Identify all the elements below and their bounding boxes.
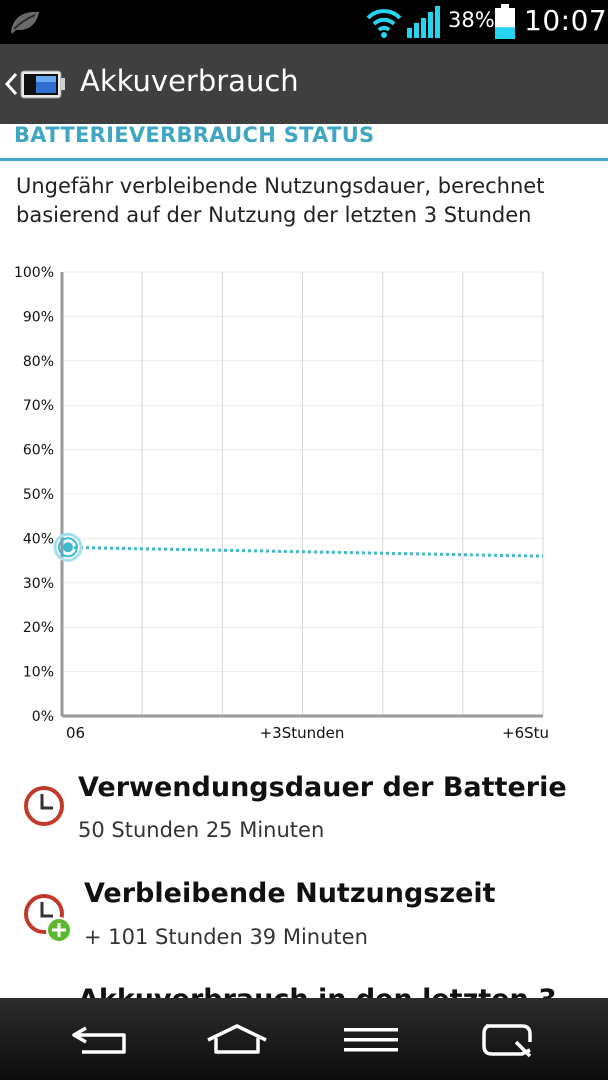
battery-app-icon[interactable] <box>20 64 66 104</box>
back-icon[interactable] <box>66 1020 136 1060</box>
y-tick-label: 20% <box>23 620 54 636</box>
qslide-icon[interactable] <box>472 1020 542 1060</box>
item-title: Verbleibende Nutzungszeit <box>84 878 496 909</box>
item-title: Verwendungsdauer der Batterie <box>78 772 567 803</box>
item-subtitle: 50 Stunden 25 Minuten <box>78 818 325 842</box>
clock-icon <box>24 786 64 826</box>
battery-percent: 38% <box>448 8 495 32</box>
current-point-ring-inner <box>58 537 78 558</box>
clock: 10:07 <box>524 4 608 37</box>
y-tick-label: 40% <box>23 531 54 547</box>
battery-chart: 100% 90% 80% 70% 60% 50% 40% 30% 20% 10% 0% 06 +3Stu… <box>0 258 608 748</box>
x-tick-label: +3Stunden <box>260 724 345 742</box>
leaf-icon <box>11 11 39 34</box>
clock-plus-icon <box>24 894 72 943</box>
x-tick-label: +6Stu <box>502 724 549 742</box>
menu-icon[interactable] <box>336 1020 406 1060</box>
y-tick-label: 10% <box>23 665 54 681</box>
signal-icon <box>407 6 440 38</box>
current-point-ring <box>53 532 83 562</box>
y-tick-label: 70% <box>23 398 54 414</box>
status-bar: 38% 10:07 <box>0 0 608 44</box>
wifi-icon <box>366 9 402 38</box>
list-item-battery-usage-time[interactable]: Verwendungsdauer der Batterie 50 Stunden… <box>0 770 608 870</box>
y-tick-label: 50% <box>23 487 54 503</box>
navigation-bar <box>0 998 608 1080</box>
series-line <box>61 545 544 558</box>
y-tick-label: 100% <box>14 265 54 281</box>
battery-chart-svg: 100% 90% 80% 70% 60% 50% 40% 30% 20% 10% 0% 06 +3Stu… <box>14 265 549 742</box>
section-header-label: BATTERIEVERBRAUCH STATUS <box>14 123 375 147</box>
battery-icon <box>495 4 515 39</box>
x-tick-label: 06 <box>66 724 85 742</box>
y-tick-label: 60% <box>23 443 54 459</box>
back-chevron-icon[interactable] <box>4 72 18 96</box>
y-tick-label: 0% <box>32 709 54 725</box>
y-tick-label: 90% <box>23 309 54 325</box>
current-point <box>63 542 73 553</box>
description-text: Ungefähr verbleibende Nutzungsdauer, ber… <box>16 174 545 227</box>
item-subtitle: + 101 Stunden 39 Minuten <box>84 925 368 949</box>
section-header: BATTERIEVERBRAUCH STATUS <box>0 123 608 161</box>
y-tick-label: 30% <box>23 576 54 592</box>
list-item-remaining-usage-time[interactable]: Verbleibende Nutzungszeit + 101 Stunden … <box>0 878 608 978</box>
y-tick-label: 80% <box>23 354 54 370</box>
action-bar: Akkuverbrauch <box>0 44 608 124</box>
home-icon[interactable] <box>202 1020 272 1060</box>
page-title: Akkuverbrauch <box>80 64 299 98</box>
